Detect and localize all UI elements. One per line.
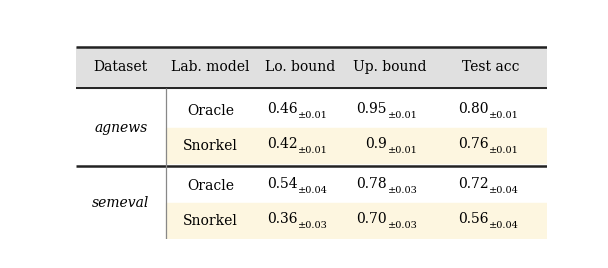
Text: 0.56: 0.56 — [458, 212, 488, 226]
Text: 0.42: 0.42 — [267, 137, 297, 151]
Text: ±0.04: ±0.04 — [489, 186, 519, 195]
Text: ±0.01: ±0.01 — [387, 146, 417, 155]
Text: ±0.01: ±0.01 — [387, 111, 417, 120]
Text: 0.78: 0.78 — [356, 177, 387, 191]
Text: ±0.01: ±0.01 — [489, 111, 519, 120]
Text: semeval: semeval — [92, 196, 150, 210]
Text: 0.36: 0.36 — [267, 212, 297, 226]
Text: Snorkel: Snorkel — [183, 214, 238, 228]
Text: ±0.01: ±0.01 — [298, 111, 328, 120]
Text: agnews: agnews — [94, 121, 147, 135]
Text: 0.46: 0.46 — [267, 102, 297, 116]
Text: 0.9: 0.9 — [365, 137, 387, 151]
Text: 0.54: 0.54 — [267, 177, 297, 191]
Text: 0.70: 0.70 — [356, 212, 387, 226]
Text: ±0.01: ±0.01 — [298, 146, 328, 155]
Text: Test acc: Test acc — [462, 60, 519, 74]
Text: Snorkel: Snorkel — [183, 139, 238, 153]
Text: ±0.03: ±0.03 — [387, 221, 417, 230]
Text: Dataset: Dataset — [94, 60, 148, 74]
Text: Lab. model: Lab. model — [171, 60, 249, 74]
Text: Lo. bound: Lo. bound — [264, 60, 335, 74]
Text: Oracle: Oracle — [187, 103, 234, 118]
Text: Oracle: Oracle — [187, 179, 234, 193]
Text: 0.80: 0.80 — [458, 102, 488, 116]
Text: ±0.03: ±0.03 — [387, 186, 417, 195]
Text: ±0.03: ±0.03 — [298, 221, 328, 230]
Text: ±0.04: ±0.04 — [489, 221, 519, 230]
Bar — [76, 47, 547, 88]
Text: 0.76: 0.76 — [458, 137, 488, 151]
Text: Up. bound: Up. bound — [353, 60, 426, 74]
Text: ±0.04: ±0.04 — [298, 186, 328, 195]
Text: 0.72: 0.72 — [458, 177, 488, 191]
Bar — [165, 128, 547, 163]
Text: 0.95: 0.95 — [356, 102, 387, 116]
Text: ±0.01: ±0.01 — [489, 146, 519, 155]
Bar — [165, 203, 547, 239]
